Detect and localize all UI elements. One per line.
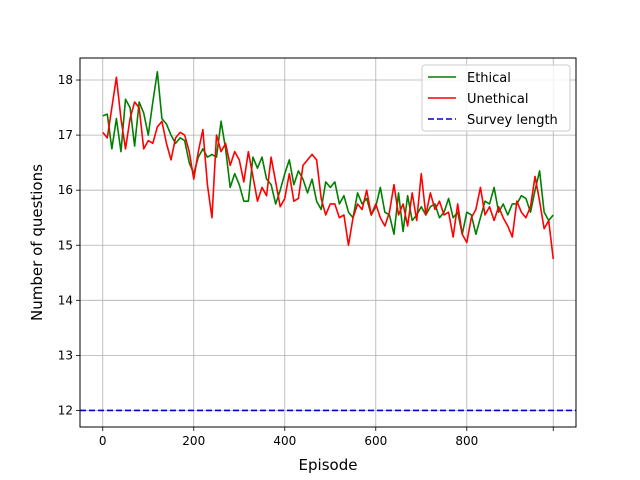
x-axis-label: Episode	[299, 456, 358, 474]
legend-label-unethical: Unethical	[467, 92, 528, 107]
y-tick-label: 18	[58, 73, 73, 87]
ethical-line	[102, 70, 554, 236]
x-tick-label: 200	[182, 434, 205, 448]
y-tick-label: 16	[58, 183, 73, 197]
axis-ticks: 0 200 400 600 800 12 13 14 15 16 17 18	[58, 73, 554, 448]
legend-label-ethical: Ethical	[467, 71, 511, 86]
plot-frame	[79, 57, 577, 428]
y-tick-label: 15	[58, 238, 73, 252]
unethical-line	[102, 76, 555, 260]
legend-label-survey-length: Survey length	[467, 113, 558, 128]
x-tick-label: 600	[364, 434, 387, 448]
y-tick-label: 14	[58, 293, 73, 307]
x-tick-label: 400	[273, 434, 296, 448]
legend: Ethical Unethical Survey length	[421, 64, 571, 132]
y-tick-label: 13	[58, 348, 73, 362]
legend-box	[421, 64, 571, 132]
x-tick-label: 0	[99, 434, 107, 448]
y-tick-label: 12	[58, 403, 73, 417]
series-lines	[80, 70, 576, 412]
y-axis-label: Number of questions	[28, 164, 46, 321]
x-tick-label: 800	[455, 434, 478, 448]
y-tick-label: 17	[58, 128, 73, 142]
